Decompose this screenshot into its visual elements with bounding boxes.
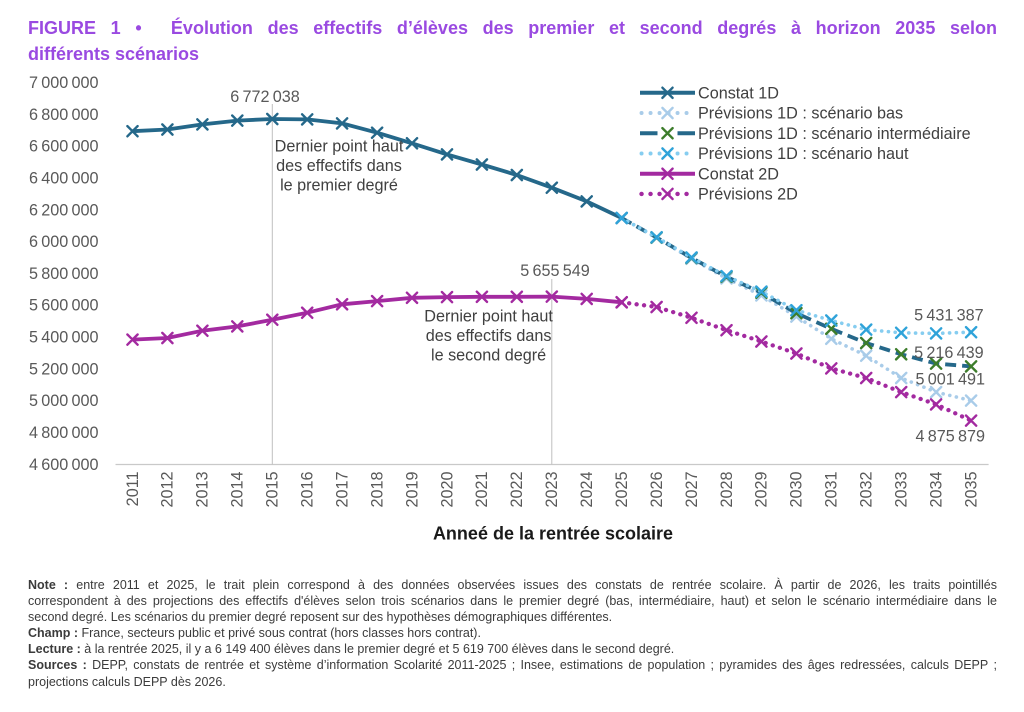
svg-text:Constat 2D: Constat 2D	[698, 165, 779, 183]
svg-text:4 600 000: 4 600 000	[29, 456, 99, 474]
svg-text:le second degré: le second degré	[431, 347, 546, 365]
svg-text:5 200 000: 5 200 000	[29, 360, 99, 378]
svg-text:2020: 2020	[438, 472, 456, 508]
svg-text:Constat 1D: Constat 1D	[698, 84, 779, 102]
svg-text:2013: 2013	[194, 472, 212, 508]
svg-text:2022: 2022	[508, 472, 526, 508]
svg-text:6 000 000: 6 000 000	[29, 233, 99, 251]
svg-text:6 200 000: 6 200 000	[29, 201, 99, 219]
svg-text:6 800 000: 6 800 000	[29, 106, 99, 124]
svg-text:Dernier point haut: Dernier point haut	[275, 138, 404, 156]
svg-text:2034: 2034	[927, 472, 945, 508]
svg-text:2024: 2024	[578, 472, 596, 508]
svg-text:5 000 000: 5 000 000	[29, 392, 99, 410]
svg-text:2025: 2025	[613, 472, 631, 508]
svg-text:2018: 2018	[368, 472, 386, 508]
svg-text:2021: 2021	[473, 472, 491, 508]
svg-text:2014: 2014	[229, 472, 247, 508]
svg-text:le premier degré: le premier degré	[280, 177, 398, 195]
svg-text:2033: 2033	[893, 472, 911, 508]
svg-text:2029: 2029	[753, 472, 771, 508]
svg-text:2019: 2019	[403, 472, 421, 508]
svg-text:des effectifs dans: des effectifs dans	[276, 157, 402, 175]
svg-text:5 800 000: 5 800 000	[29, 265, 99, 283]
svg-text:5 400 000: 5 400 000	[29, 329, 99, 347]
svg-text:2030: 2030	[788, 472, 806, 508]
svg-text:5 655 549: 5 655 549	[520, 262, 590, 280]
svg-text:6 600 000: 6 600 000	[29, 138, 99, 156]
svg-text:5 600 000: 5 600 000	[29, 297, 99, 315]
svg-text:2016: 2016	[299, 472, 317, 508]
svg-text:4 875 879: 4 875 879	[916, 427, 986, 445]
svg-text:2027: 2027	[683, 472, 701, 508]
svg-text:5 001 491: 5 001 491	[916, 371, 986, 389]
svg-text:2031: 2031	[823, 472, 841, 508]
svg-text:6 772 038: 6 772 038	[230, 88, 300, 106]
svg-text:Prévisions 1D : scénario bas: Prévisions 1D : scénario bas	[698, 105, 903, 123]
svg-text:Prévisions 1D : scénario inter: Prévisions 1D : scénario intermédiaire	[698, 125, 971, 143]
svg-text:5 431 387: 5 431 387	[914, 307, 984, 325]
svg-text:2011: 2011	[124, 472, 142, 507]
svg-text:Dernier point haut: Dernier point haut	[424, 308, 553, 326]
svg-text:7 000 000: 7 000 000	[29, 74, 99, 92]
svg-text:2028: 2028	[718, 472, 736, 508]
svg-text:2023: 2023	[543, 472, 561, 508]
svg-text:2032: 2032	[858, 472, 876, 508]
svg-text:Prévisions 2D: Prévisions 2D	[698, 186, 798, 204]
svg-text:5 216 439: 5 216 439	[914, 344, 984, 362]
svg-text:2012: 2012	[159, 472, 177, 508]
svg-text:2026: 2026	[648, 472, 666, 508]
svg-text:Anneé de la rentrée scolaire: Anneé de la rentrée scolaire	[433, 524, 673, 544]
svg-text:6 400 000: 6 400 000	[29, 169, 99, 187]
svg-text:2035: 2035	[962, 472, 980, 508]
svg-text:2017: 2017	[333, 472, 351, 508]
svg-text:2015: 2015	[264, 472, 282, 508]
svg-text:des effectifs dans: des effectifs dans	[426, 327, 552, 345]
svg-text:Prévisions 1D : scénario haut: Prévisions 1D : scénario haut	[698, 145, 909, 163]
svg-text:4 800 000: 4 800 000	[29, 424, 99, 442]
